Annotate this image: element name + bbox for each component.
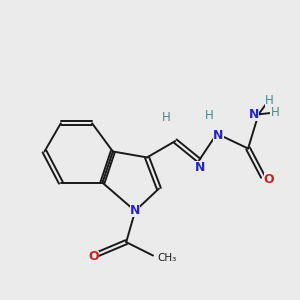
Text: H: H — [265, 94, 273, 107]
Text: N: N — [195, 161, 206, 174]
Text: H: H — [271, 106, 279, 119]
Text: H: H — [205, 109, 214, 122]
Text: H: H — [162, 111, 171, 124]
Text: O: O — [264, 173, 274, 186]
Text: N: N — [213, 129, 224, 142]
Text: N: N — [130, 204, 140, 218]
Text: CH₃: CH₃ — [158, 254, 177, 263]
Text: N: N — [249, 108, 259, 121]
Text: O: O — [88, 250, 99, 263]
